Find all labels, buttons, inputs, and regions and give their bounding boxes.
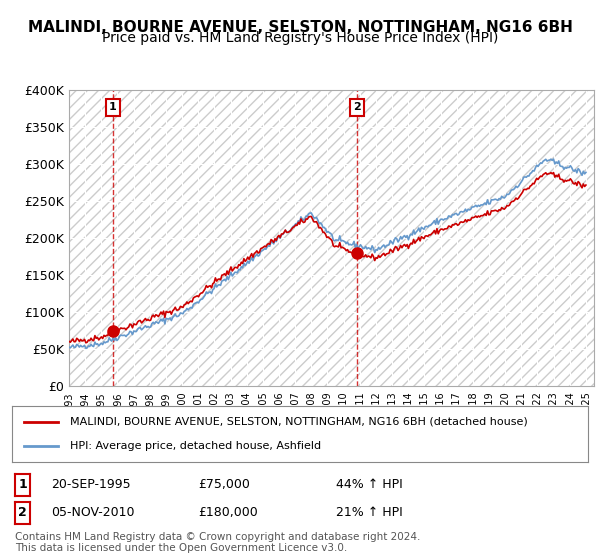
Text: Contains HM Land Registry data © Crown copyright and database right 2024.
This d: Contains HM Land Registry data © Crown c… <box>15 531 421 553</box>
Text: 21% ↑ HPI: 21% ↑ HPI <box>336 506 403 520</box>
Text: 05-NOV-2010: 05-NOV-2010 <box>51 506 134 520</box>
Text: 44% ↑ HPI: 44% ↑ HPI <box>336 478 403 492</box>
Text: £180,000: £180,000 <box>198 506 258 520</box>
Text: MALINDI, BOURNE AVENUE, SELSTON, NOTTINGHAM, NG16 6BH: MALINDI, BOURNE AVENUE, SELSTON, NOTTING… <box>28 20 572 35</box>
Text: 2: 2 <box>18 506 27 520</box>
Text: 1: 1 <box>18 478 27 492</box>
Text: MALINDI, BOURNE AVENUE, SELSTON, NOTTINGHAM, NG16 6BH (detached house): MALINDI, BOURNE AVENUE, SELSTON, NOTTING… <box>70 417 527 427</box>
Text: 20-SEP-1995: 20-SEP-1995 <box>51 478 131 492</box>
Text: HPI: Average price, detached house, Ashfield: HPI: Average price, detached house, Ashf… <box>70 441 321 451</box>
Text: £75,000: £75,000 <box>198 478 250 492</box>
Text: Price paid vs. HM Land Registry's House Price Index (HPI): Price paid vs. HM Land Registry's House … <box>102 31 498 45</box>
Text: 1: 1 <box>109 102 117 113</box>
Text: 2: 2 <box>353 102 361 113</box>
